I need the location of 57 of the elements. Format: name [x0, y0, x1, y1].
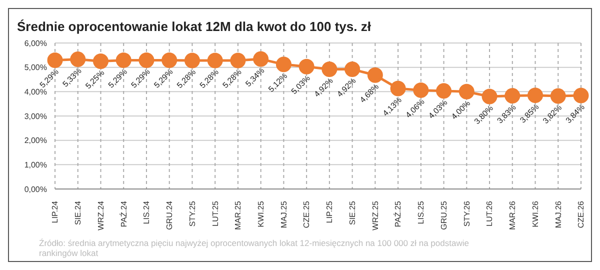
x-tick-label: STY.25 [188, 200, 197, 227]
x-tick-label: PAŹ.24 [119, 200, 128, 228]
point [92, 54, 108, 69]
x-tick-label: LUT.26 [485, 200, 494, 226]
y-tick-label: 6,00% [24, 38, 47, 48]
point [458, 84, 474, 100]
point [276, 56, 292, 72]
x-tick-label: PAŹ.25 [394, 200, 403, 228]
y-tick-label: 3,00% [24, 112, 47, 121]
x-tick-label: KWI.25 [256, 200, 266, 228]
x-tick-label: MAJ.26 [554, 200, 563, 228]
x-tick-label: GRU.25 [439, 200, 448, 230]
point [116, 52, 132, 68]
point [344, 62, 360, 78]
point [207, 52, 223, 68]
x-tick-label: LIS.25 [416, 200, 426, 224]
chart-title: Średnie oprocentowanie lokat 12M dla kwot do 100 tys. zł [17, 19, 371, 34]
x-tick-label: WRZ.25 [370, 200, 380, 230]
point [550, 88, 566, 104]
point [70, 52, 86, 68]
point [367, 67, 383, 83]
point [413, 82, 429, 98]
point [573, 88, 589, 104]
point [390, 80, 406, 96]
point [184, 52, 200, 68]
point [528, 88, 544, 104]
y-tick-label: 2,00% [24, 136, 47, 146]
x-tick-label: CZE.26 [576, 200, 586, 228]
y-tick-label: 0,00% [24, 184, 47, 194]
x-tick-label: MAR.26 [508, 200, 518, 230]
x-tick-label: LUT.25 [210, 200, 220, 226]
point [482, 88, 498, 104]
x-tick-label: SIE.24 [74, 200, 83, 226]
point [504, 88, 520, 104]
x-tick-label: LIS.24 [142, 200, 152, 224]
x-tick-label: KWI.26 [530, 200, 540, 228]
point [47, 52, 63, 68]
x-tick-label: STY.26 [462, 200, 472, 227]
point [253, 51, 269, 67]
x-tick-label: MAR.25 [234, 200, 243, 230]
point [162, 52, 178, 68]
point [298, 58, 314, 74]
x-tick-label: LIP.25 [325, 200, 334, 224]
y-tick-label: 1,00% [24, 160, 47, 170]
x-tick-label: CZE.25 [302, 200, 312, 228]
x-tick-label: LIP.24 [50, 200, 60, 224]
point [322, 62, 338, 78]
x-tick-label: SIE.25 [348, 200, 357, 226]
y-tick-label: 4,00% [24, 88, 47, 97]
text: Źródło: średnia arytmetyczna pięciu najwyżej oprocentowanych lokat 12-miesięcznych na 100 000 zł na podstawie rankingów lokat [39, 238, 470, 258]
x-tick-label: WRZ.24 [96, 200, 106, 230]
point [138, 52, 154, 68]
y-tick-label: 5,00% [24, 63, 47, 72]
x-tick-label: GRU.24 [165, 200, 174, 230]
x-tick-label: MAJ.25 [279, 200, 288, 228]
point [436, 83, 452, 99]
point [230, 52, 246, 68]
